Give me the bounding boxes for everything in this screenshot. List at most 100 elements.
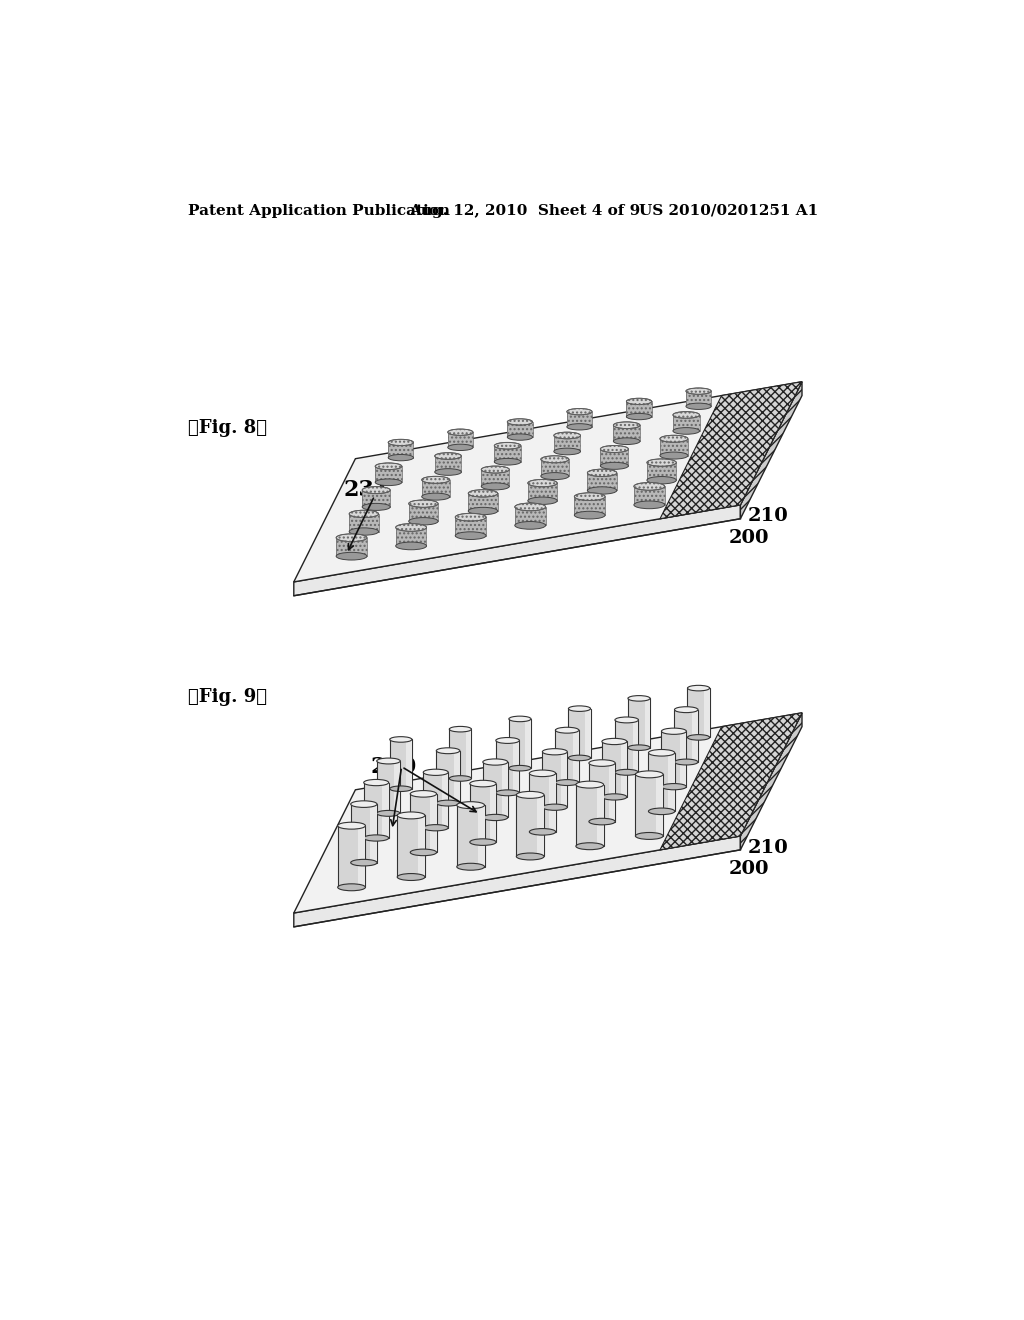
Ellipse shape [422,494,450,500]
Polygon shape [555,730,579,783]
Polygon shape [502,762,508,817]
Ellipse shape [450,726,471,733]
Ellipse shape [554,447,581,455]
Ellipse shape [648,808,675,814]
Polygon shape [543,752,551,808]
Polygon shape [705,688,710,738]
Polygon shape [362,490,390,507]
Text: 【Fig. 8】: 【Fig. 8】 [188,418,267,437]
Polygon shape [648,752,675,812]
Polygon shape [496,741,519,793]
Ellipse shape [555,727,579,733]
Ellipse shape [456,532,486,540]
Polygon shape [481,470,509,486]
Polygon shape [409,504,438,521]
Polygon shape [496,741,504,793]
Polygon shape [615,719,624,772]
Ellipse shape [600,462,629,470]
Ellipse shape [602,738,627,744]
Polygon shape [447,432,473,447]
Polygon shape [375,466,401,482]
Polygon shape [568,709,577,758]
Polygon shape [477,805,484,867]
Ellipse shape [388,440,414,446]
Ellipse shape [543,804,567,810]
Polygon shape [489,784,497,842]
Ellipse shape [659,436,688,442]
Ellipse shape [662,784,686,789]
Ellipse shape [481,466,509,473]
Polygon shape [636,775,664,836]
Ellipse shape [541,473,569,479]
Ellipse shape [377,810,400,816]
Ellipse shape [350,801,377,808]
Ellipse shape [423,770,449,775]
Polygon shape [358,826,366,887]
Ellipse shape [338,822,366,829]
Polygon shape [628,698,650,747]
Polygon shape [450,729,471,779]
Ellipse shape [468,507,498,515]
Ellipse shape [647,459,676,466]
Polygon shape [430,793,436,853]
Text: 200: 200 [729,529,769,546]
Polygon shape [516,795,544,857]
Polygon shape [482,762,492,817]
Polygon shape [567,412,592,426]
Polygon shape [394,762,400,813]
Polygon shape [675,710,683,762]
Polygon shape [634,486,665,504]
Polygon shape [633,719,639,772]
Ellipse shape [336,533,367,541]
Polygon shape [568,709,591,758]
Ellipse shape [588,469,616,477]
Ellipse shape [447,445,473,450]
Ellipse shape [628,696,650,701]
Ellipse shape [409,517,438,525]
Polygon shape [516,795,526,857]
Ellipse shape [423,825,449,830]
Ellipse shape [395,543,427,549]
Polygon shape [574,496,605,515]
Text: 231: 231 [344,479,390,500]
Text: Aug. 12, 2010  Sheet 4 of 9: Aug. 12, 2010 Sheet 4 of 9 [410,203,641,218]
Ellipse shape [686,403,712,409]
Ellipse shape [575,842,603,850]
Ellipse shape [390,785,412,792]
Ellipse shape [470,780,497,787]
Ellipse shape [555,780,579,785]
Ellipse shape [509,717,531,722]
Polygon shape [554,436,581,451]
Polygon shape [656,775,664,836]
Polygon shape [538,795,544,857]
Text: 【Fig. 9】: 【Fig. 9】 [188,689,267,706]
Polygon shape [450,729,457,779]
Ellipse shape [554,432,581,438]
Polygon shape [457,805,484,867]
Polygon shape [602,742,610,797]
Polygon shape [457,805,467,867]
Ellipse shape [675,759,698,766]
Ellipse shape [515,521,546,529]
Ellipse shape [516,853,544,859]
Polygon shape [636,775,645,836]
Polygon shape [608,763,615,821]
Ellipse shape [364,779,389,785]
Ellipse shape [496,789,519,796]
Polygon shape [436,751,460,803]
Ellipse shape [436,800,460,807]
Polygon shape [692,710,698,762]
Ellipse shape [456,513,486,521]
Ellipse shape [495,442,521,449]
Ellipse shape [409,500,438,507]
Text: 200: 200 [729,861,769,878]
Polygon shape [364,783,389,838]
Ellipse shape [515,503,546,511]
Ellipse shape [377,758,400,764]
Polygon shape [454,751,460,803]
Polygon shape [456,517,486,536]
Polygon shape [509,719,531,768]
Ellipse shape [516,792,544,799]
Polygon shape [350,804,359,863]
Ellipse shape [567,408,592,414]
